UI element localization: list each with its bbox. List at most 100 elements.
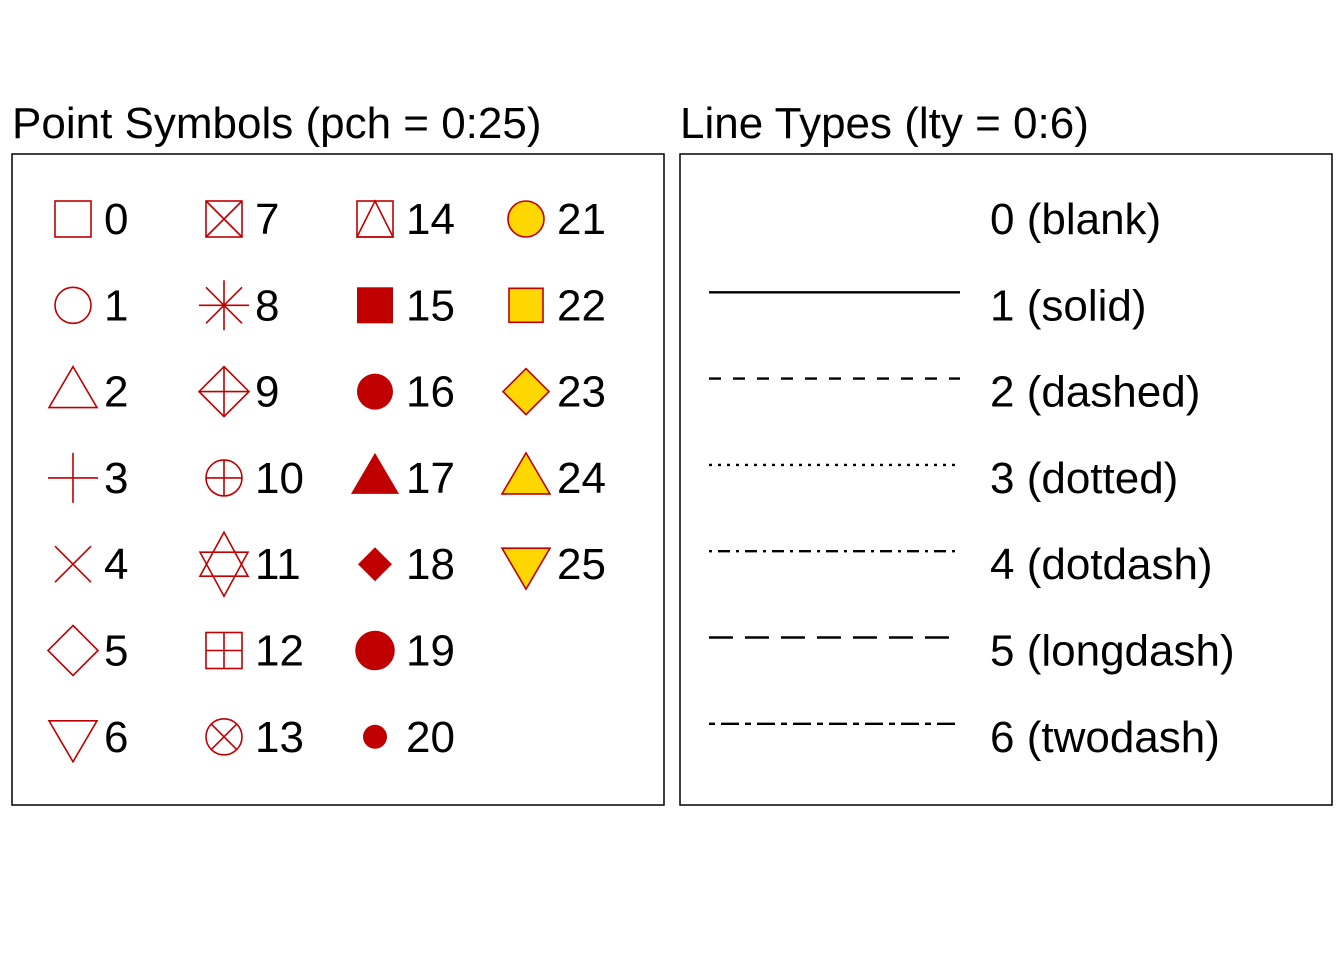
symbol-open-square-icon [54,200,92,238]
symbol-label: 16 [406,368,455,417]
symbol-asterisk-icon [199,280,249,331]
symbol-diamond-plus-icon [197,365,251,418]
line-type-label: 3 (dotted) [990,454,1178,503]
symbol-cell-8: 8 [199,280,279,331]
symbol-open-triangle-up-icon [47,365,99,409]
symbol-bg-triangle-up-icon [500,451,552,495]
symbol-label: 8 [255,281,279,330]
symbol-filled-diamond-small-icon [358,547,392,582]
symbol-label: 5 [104,627,128,676]
symbol-label: 9 [255,368,279,417]
symbol-bg-triangle-down-icon [500,547,552,591]
symbol-cell-6: 6 [47,713,128,764]
line-types-title: Line Types (lty = 0:6) [680,99,1089,148]
line-types-list: 0 (blank) 1 (solid) 2 (dashed) 3 (dotted) 4 … [709,195,1235,762]
symbol-label: 6 [104,713,128,762]
symbol-cell-17: 17 [351,452,455,503]
line-types-panel: Line Types (lty = 0:6) 0 (blank) 1 (solid… [679,99,1333,806]
line-type-label: 0 (blank) [990,195,1161,244]
symbol-cell-13: 13 [205,713,304,762]
line-type-label: 6 (twodash) [990,713,1220,762]
symbol-open-triangle-down-icon [47,719,99,764]
symbol-cell-7: 7 [205,195,279,244]
symbol-label: 18 [406,540,455,589]
symbol-label: 7 [255,195,279,244]
line-type-label: 2 (dashed) [990,368,1200,417]
symbol-cell-23: 23 [501,367,606,417]
symbol-cell-1: 1 [54,281,128,330]
symbol-cell-19: 19 [355,627,455,676]
line-type-row-1: 1 (solid) [709,281,1147,330]
symbol-cross-icon [54,545,92,583]
symbol-cell-12: 12 [205,627,304,676]
symbol-cell-0: 0 [54,195,128,244]
symbol-filled-square-icon [357,287,393,324]
symbol-label: 14 [406,195,455,244]
symbol-square-cross-icon [205,200,243,238]
point-symbols-frame [11,153,665,806]
symbol-filled-circle-icon [357,373,393,410]
symbol-filled-triangle-up-icon [351,452,399,494]
symbol-cell-14: 14 [355,195,455,244]
symbol-open-circle-icon [54,286,92,325]
symbol-cell-20: 20 [363,713,455,762]
symbol-star-of-david-icon [198,530,250,598]
point-symbols-panel: Point Symbols (pch = 0:25) 0123456789101… [11,99,665,806]
symbol-label: 17 [406,454,455,503]
symbol-label: 1 [104,281,128,330]
symbol-cell-25: 25 [500,540,606,591]
line-type-row-0: 0 (blank) [990,195,1161,244]
symbol-label: 11 [255,540,301,589]
symbol-cell-16: 16 [357,368,455,417]
symbol-label: 20 [406,713,455,762]
line-type-row-2: 2 (dashed) [709,368,1200,417]
symbol-cell-24: 24 [500,451,606,503]
symbol-label: 21 [557,195,606,244]
symbol-label: 19 [406,627,455,676]
line-type-row-6: 6 (twodash) [709,713,1220,762]
line-type-row-4: 4 (dotdash) [709,540,1213,589]
symbol-bg-diamond-icon [501,367,551,416]
symbol-cell-4: 4 [54,540,128,589]
symbol-cell-11: 11 [198,530,301,598]
symbol-label: 25 [557,540,606,589]
symbol-filled-circle-small-icon [363,724,387,749]
symbol-label: 22 [557,281,606,330]
symbol-label: 3 [104,454,128,503]
line-type-label: 4 (dotdash) [990,540,1213,589]
symbol-bg-square-icon [508,287,544,324]
symbol-label: 2 [104,368,128,417]
symbol-label: 12 [255,627,304,676]
symbol-cell-15: 15 [357,281,455,330]
line-type-row-3: 3 (dotted) [709,454,1178,503]
line-type-label: 5 (longdash) [990,627,1235,676]
symbol-cell-3: 3 [48,452,128,503]
symbol-cell-21: 21 [507,195,606,244]
symbol-cell-22: 22 [508,281,606,330]
symbol-label: 13 [255,713,304,762]
symbol-label: 10 [255,454,304,503]
symbol-cell-2: 2 [47,365,128,417]
symbol-plus-icon [48,452,98,503]
symbol-label: 0 [104,195,128,244]
symbol-circle-plus-icon [205,459,243,497]
symbol-filled-circle-large-icon [355,630,395,671]
symbol-cell-10: 10 [205,454,304,503]
symbol-cell-18: 18 [358,540,455,589]
symbol-square-triangle-icon [355,199,395,238]
symbol-bg-circle-icon [507,200,545,238]
symbol-label: 15 [406,281,455,330]
symbol-label: 24 [557,454,606,503]
line-types-frame [679,153,1333,806]
symbol-label: 23 [557,368,606,417]
symbol-open-diamond-icon [46,624,100,677]
symbol-square-plus-icon [205,631,243,670]
symbol-cell-5: 5 [46,624,128,677]
point-symbols-title: Point Symbols (pch = 0:25) [12,99,541,148]
line-type-label: 1 (solid) [990,281,1147,330]
point-symbols-grid: 0123456789101112131415161718192021222324… [46,195,606,764]
line-type-row-5: 5 (longdash) [709,627,1235,676]
symbol-cell-9: 9 [197,365,279,418]
symbol-circle-cross-icon [205,717,243,756]
